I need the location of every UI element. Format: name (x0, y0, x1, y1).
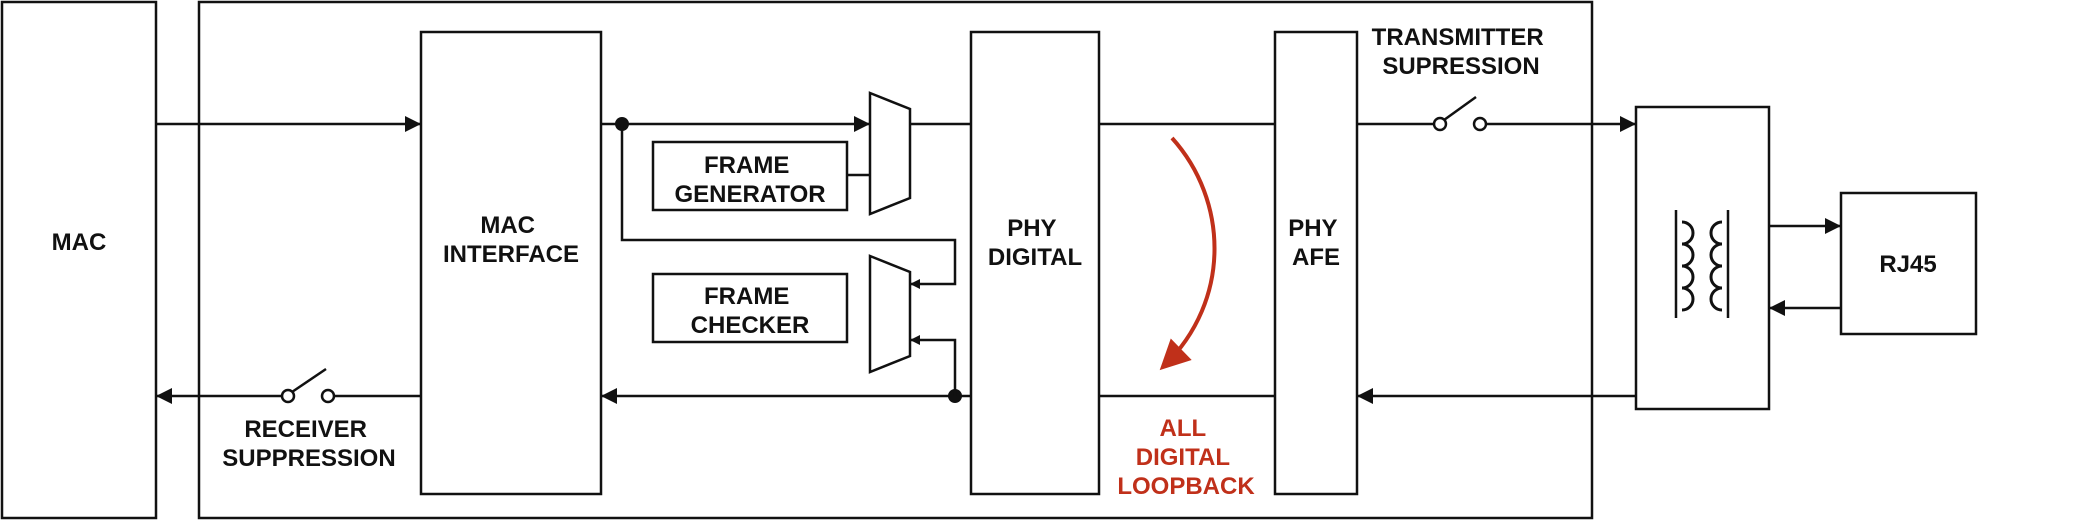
phy-digital-line-2: DIGITAL (988, 244, 1082, 271)
mac-interface-line-1: MAC (480, 212, 535, 239)
frame-generator-line-1: FRAME (704, 152, 789, 179)
mac-label: MAC (52, 229, 107, 256)
tx-mux-icon (868, 91, 912, 216)
mac-block (0, 0, 158, 520)
rx-mux-icon (868, 254, 912, 374)
rx-branch-line (910, 335, 957, 396)
mac-interface-label: MAC INTERFACE (443, 212, 579, 268)
rj45-block (1839, 191, 1978, 336)
receiver-suppression-line-2: SUPPRESSION (222, 445, 395, 472)
phy-afe-label: PHY AFE (1288, 215, 1344, 271)
transmitter-suppression-line-2: SUPRESSION (1382, 53, 1539, 80)
mac-interface-line-2: INTERFACE (443, 241, 579, 268)
loopback-label: ALL DIGITAL LOOPBACK (1117, 415, 1255, 500)
phy-afe-block (1273, 30, 1359, 496)
frame-checker-block (651, 272, 849, 344)
mac-interface-block (419, 30, 603, 496)
frame-generator-label: FRAME GENERATOR (674, 152, 825, 208)
loopback-line-1: ALL (1160, 415, 1206, 442)
receiver-suppression-line-1: RECEIVER (244, 416, 367, 443)
tx-branch-line (620, 124, 957, 289)
frame-checker-line-1: FRAME (704, 283, 789, 310)
transmitter-suppression-label: TRANSMITTER SUPRESSION (1372, 24, 1551, 80)
phy-afe-line-2: AFE (1292, 244, 1340, 271)
frame-checker-line-2: CHECKER (691, 312, 810, 339)
phy-digital-line-1: PHY (1007, 215, 1056, 242)
receiver-switch-icon (280, 367, 336, 404)
receiver-suppression-label: RECEIVER SUPPRESSION (222, 416, 395, 472)
phy-digital-block (969, 30, 1101, 496)
frame-generator-line-2: GENERATOR (674, 181, 825, 208)
loopback-line-3: LOOPBACK (1117, 473, 1255, 500)
transmitter-switch-icon (1432, 95, 1488, 132)
transformer-block (1634, 105, 1771, 411)
frame-checker-label: FRAME CHECKER (691, 283, 810, 339)
rj45-label: RJ45 (1879, 251, 1936, 278)
phy-digital-label: PHY DIGITAL (988, 215, 1082, 271)
transformer-icon (1674, 210, 1730, 318)
transmitter-suppression-line-1: TRANSMITTER (1372, 24, 1544, 51)
loopback-line-2: DIGITAL (1136, 444, 1230, 471)
loopback-arrow-icon (1159, 136, 1217, 371)
phy-afe-line-1: PHY (1288, 215, 1337, 242)
